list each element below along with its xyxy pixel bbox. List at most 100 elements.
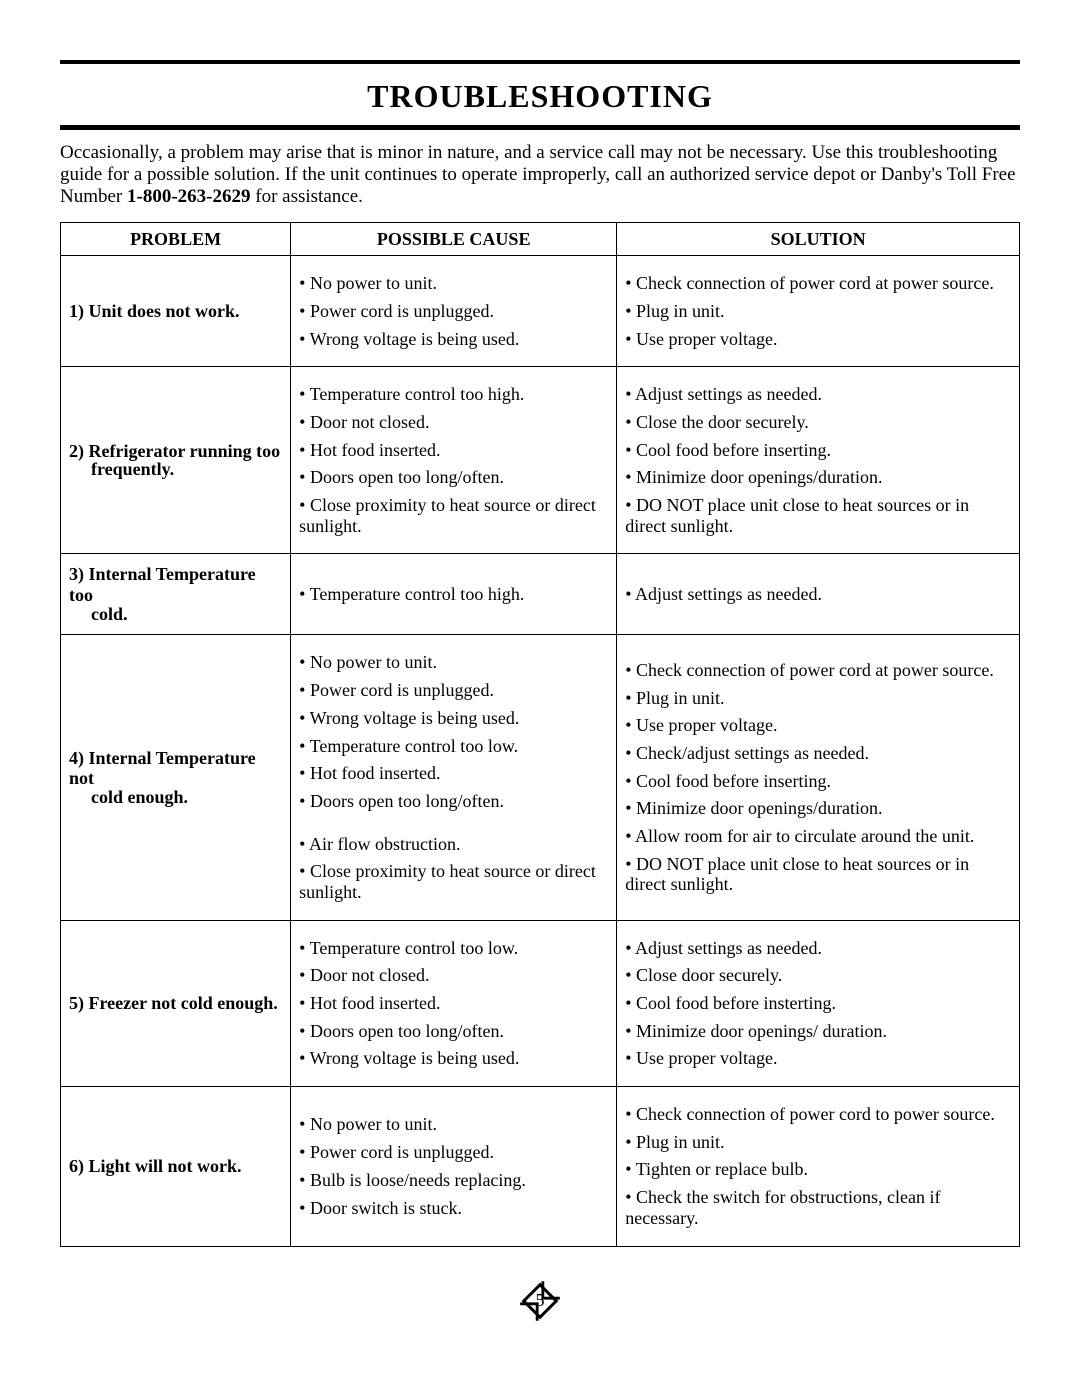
header-cause: POSSIBLE CAUSE — [291, 222, 617, 256]
cause-cell: Temperature control too high. Door not cl… — [291, 367, 617, 554]
solution-item: Check connection of power cord at power … — [625, 660, 1011, 681]
problem-text: Internal Temperature too — [69, 564, 256, 605]
page-badge-icon: 5 — [520, 1281, 560, 1321]
cause-item: Doors open too long/often. — [299, 467, 608, 488]
solution-item: Adjust settings as needed. — [625, 384, 1011, 405]
table-row: 2) Refrigerator running toofrequently.Te… — [61, 367, 1020, 554]
solution-cell: Adjust settings as needed. Close door sec… — [617, 920, 1020, 1086]
table-body: 1) Unit does not work. No power to unit. P… — [61, 256, 1020, 1246]
problem-number: 2) — [69, 441, 84, 462]
cause-item: Temperature control too high. — [299, 384, 608, 405]
problem-text: Internal Temperature not — [69, 748, 256, 789]
solution-item: Check connection of power cord at power … — [625, 273, 1011, 294]
cause-item: Hot food inserted. — [299, 763, 608, 784]
table-row: 1) Unit does not work. No power to unit. P… — [61, 256, 1020, 367]
phone-number: 1-800-263-2629 — [127, 186, 250, 207]
troubleshooting-table: PROBLEM POSSIBLE CAUSE SOLUTION 1) Unit … — [60, 222, 1020, 1247]
cause-item: Wrong voltage is being used. — [299, 329, 608, 350]
header-problem: PROBLEM — [61, 222, 291, 256]
solution-item: Check the switch for obstructions, clean… — [625, 1187, 1011, 1228]
problem-text: Refrigerator running too — [89, 441, 281, 461]
problem-text: Unit does not work. — [89, 301, 240, 321]
cause-item: Power cord is unplugged. — [299, 1142, 608, 1163]
problem-cell: 5) Freezer not cold enough. — [61, 920, 291, 1086]
problem-cell: 6) Light will not work. — [61, 1087, 291, 1246]
cause-item: Temperature control too high. — [299, 584, 608, 605]
problem-number: 1) — [69, 301, 84, 322]
solution-item: DO NOT place unit close to heat sources … — [625, 495, 1011, 536]
solution-item: Check connection of power cord to power … — [625, 1104, 1011, 1125]
cause-cell: No power to unit. Power cord is unplugged… — [291, 635, 617, 920]
solution-item: Minimize door openings/duration. — [625, 467, 1011, 488]
page-number: 5 — [536, 1290, 545, 1311]
problem-text-line2: cold. — [69, 604, 282, 625]
cause-cell: No power to unit. Power cord is unplugged… — [291, 1087, 617, 1246]
solution-item: Allow room for air to circulate around t… — [625, 826, 1011, 847]
solution-item: Use proper voltage. — [625, 1048, 1011, 1069]
intro-post: for assistance. — [251, 186, 363, 207]
page-title: TROUBLESHOOTING — [60, 78, 1020, 115]
solution-cell: Adjust settings as needed.Close the door… — [617, 367, 1020, 554]
cause-item: Wrong voltage is being used. — [299, 1048, 608, 1069]
solution-cell: Check connection of power cord at power … — [617, 256, 1020, 367]
title-underline — [60, 125, 1020, 130]
solution-item: Plug in unit. — [625, 301, 1011, 322]
problem-text-line2: cold enough. — [69, 787, 282, 808]
cause-item: Doors open too long/often. — [299, 791, 608, 812]
solution-item: Minimize door openings/ duration. — [625, 1021, 1011, 1042]
solution-item: Adjust settings as needed. — [625, 584, 1011, 605]
table-row: 4) Internal Temperature notcold enough. N… — [61, 635, 1020, 920]
solution-item: DO NOT place unit close to heat sources … — [625, 854, 1011, 895]
problem-cell: 1) Unit does not work. — [61, 256, 291, 367]
solution-item: Use proper voltage. — [625, 715, 1011, 736]
solution-cell: Adjust settings as needed. — [617, 554, 1020, 635]
solution-cell: Check connection of power cord to power … — [617, 1087, 1020, 1246]
cause-item: Temperature control too low. — [299, 736, 608, 757]
page-number-wrap: 5 — [60, 1281, 1020, 1326]
problem-text: Light will not work. — [89, 1156, 242, 1176]
cause-cell: No power to unit. Power cord is unplugged… — [291, 256, 617, 367]
solution-item: Cool food before inserting. — [625, 440, 1011, 461]
problem-cell: 3) Internal Temperature toocold. — [61, 554, 291, 635]
problem-number: 4) — [69, 748, 84, 769]
top-rule — [60, 60, 1020, 64]
solution-item: Cool food before inserting. — [625, 771, 1011, 792]
cause-item: Door switch is stuck. — [299, 1198, 608, 1219]
cause-item: No power to unit. — [299, 1114, 608, 1135]
solution-item: Plug in unit. — [625, 688, 1011, 709]
solution-item: Cool food before insterting. — [625, 993, 1011, 1014]
problem-number: 5) — [69, 993, 84, 1014]
header-solution: SOLUTION — [617, 222, 1020, 256]
cause-item: No power to unit. — [299, 652, 608, 673]
cause-item: Doors open too long/often. — [299, 1021, 608, 1042]
cause-item: Close proximity to heat source or direct… — [299, 495, 608, 536]
table-row: 5) Freezer not cold enough.Temperature c… — [61, 920, 1020, 1086]
cause-item: Wrong voltage is being used. — [299, 708, 608, 729]
solution-item: Tighten or replace bulb. — [625, 1159, 1011, 1180]
cause-item: Close proximity to heat source or direct… — [299, 861, 608, 902]
solution-item: Minimize door openings/duration. — [625, 798, 1011, 819]
problem-text-line2: frequently. — [69, 459, 282, 480]
cause-cell: Temperature control too low.Door not clo… — [291, 920, 617, 1086]
intro-paragraph: Occasionally, a problem may arise that i… — [60, 142, 1020, 208]
cause-item: Hot food inserted. — [299, 440, 608, 461]
cause-item: Bulb is loose/needs replacing. — [299, 1170, 608, 1191]
table-header-row: PROBLEM POSSIBLE CAUSE SOLUTION — [61, 222, 1020, 256]
cause-item: Power cord is unplugged. — [299, 301, 608, 322]
solution-cell: Check connection of power cord at power … — [617, 635, 1020, 920]
cause-item: Temperature control too low. — [299, 938, 608, 959]
solution-item: Use proper voltage. — [625, 329, 1011, 350]
solution-item: Check/adjust settings as needed. — [625, 743, 1011, 764]
table-row: 3) Internal Temperature toocold. Temperat… — [61, 554, 1020, 635]
cause-item: Hot food inserted. — [299, 993, 608, 1014]
solution-item: Close door securely. — [625, 965, 1011, 986]
solution-item: Plug in unit. — [625, 1132, 1011, 1153]
problem-cell: 2) Refrigerator running toofrequently. — [61, 367, 291, 554]
cause-item: Door not closed. — [299, 412, 608, 433]
solution-item: Adjust settings as needed. — [625, 938, 1011, 959]
cause-item: Power cord is unplugged. — [299, 680, 608, 701]
cause-cell: Temperature control too high. — [291, 554, 617, 635]
cause-item: Air flow obstruction. — [299, 834, 608, 855]
problem-number: 3) — [69, 564, 84, 585]
cause-item: No power to unit. — [299, 273, 608, 294]
